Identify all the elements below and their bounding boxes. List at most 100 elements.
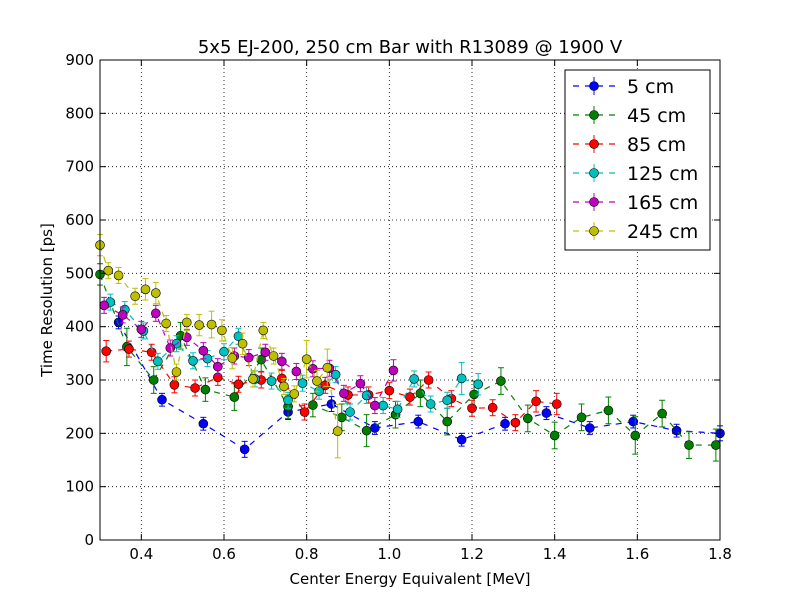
legend-label: 45 cm [627, 105, 686, 127]
plot-frame [99, 59, 721, 541]
data-point [409, 374, 419, 384]
data-point [157, 394, 167, 405]
legend-item: 245 cm [573, 221, 698, 243]
data-point [339, 388, 349, 399]
data-point [103, 265, 114, 276]
data-point [297, 378, 308, 389]
y-tick-label: 900 [65, 51, 94, 69]
data-point [392, 404, 403, 415]
data-point [268, 351, 279, 361]
legend-label: 85 cm [627, 134, 686, 156]
data-point [442, 395, 453, 406]
data-point [657, 408, 667, 419]
data-point [684, 440, 694, 450]
data-point [171, 367, 182, 377]
legend-marker [589, 81, 599, 91]
data-point [153, 356, 163, 367]
data-point [169, 379, 180, 390]
x-tick-label: 1.8 [708, 545, 732, 563]
data-point [194, 320, 204, 330]
y-tick-label: 400 [65, 318, 94, 336]
data-point [266, 376, 277, 386]
data-point [531, 396, 541, 407]
x-axis-label: Center Energy Equivalent [MeV] [290, 570, 531, 588]
legend-item: 125 cm [573, 163, 698, 185]
y-tick-label: 100 [65, 478, 94, 496]
series-line [106, 348, 557, 424]
data-point [190, 383, 200, 393]
chart-title: 5x5 EJ-200, 250 cm Bar with R13089 @ 190… [198, 37, 623, 58]
data-point [117, 310, 128, 320]
data-point [467, 403, 477, 414]
x-axis-ticks: 0.4 0.6 0.8 1.0 1.2 1.4 1.6 1.8 [129, 60, 732, 563]
data-point [711, 440, 721, 450]
data-point [332, 426, 343, 437]
data-point [279, 381, 289, 392]
data-point [136, 324, 147, 335]
data-point [576, 412, 587, 423]
data-point [148, 375, 159, 385]
data-point [378, 400, 388, 411]
data-point [314, 386, 324, 397]
data-point [308, 400, 318, 410]
series-line [118, 322, 721, 451]
data-point [165, 343, 176, 353]
y-axis-label: Time Resolution [ps] [38, 223, 56, 378]
y-tick-label: 200 [65, 424, 94, 442]
data-point [101, 346, 111, 357]
legend-marker [589, 226, 599, 236]
data-point [301, 354, 312, 365]
data-point [442, 416, 453, 427]
x-tick-label: 1.2 [460, 545, 484, 563]
series-45-cm [95, 263, 721, 462]
x-tick-label: 0.8 [295, 545, 319, 563]
data-point [291, 366, 302, 377]
data-point [289, 389, 300, 399]
data-point [113, 270, 124, 281]
data-point [161, 318, 171, 329]
y-tick-label: 600 [65, 211, 94, 229]
y-tick-label: 700 [65, 158, 94, 176]
data-point [551, 399, 562, 409]
legend-item: 85 cm [573, 134, 686, 156]
data-point [206, 319, 217, 330]
data-point [237, 338, 248, 349]
y-tick-label: 0 [84, 531, 94, 549]
data-point [469, 389, 479, 400]
data-point [456, 373, 467, 384]
legend-marker [589, 139, 599, 149]
data-point [312, 376, 322, 386]
x-tick-label: 0.4 [129, 545, 153, 563]
data-point [198, 345, 209, 356]
data-point [124, 344, 134, 354]
y-tick-label: 800 [65, 104, 94, 122]
data-point [361, 390, 372, 401]
legend-item: 45 cm [573, 105, 686, 127]
data-point [198, 418, 209, 429]
data-point [425, 399, 436, 409]
data-point [233, 379, 244, 390]
legend: 5 cm 45 cm 85 cm 125 cm 165 cm 245 cm [564, 69, 711, 251]
data-point [151, 308, 161, 319]
series-line [99, 274, 716, 446]
data-point [260, 347, 271, 358]
x-tick-label: 1.0 [377, 545, 401, 563]
legend-label: 5 cm [627, 76, 674, 98]
data-point [496, 376, 506, 386]
data-point [258, 325, 269, 336]
data-point [345, 407, 355, 417]
data-point [239, 444, 250, 455]
x-tick-label: 1.4 [543, 545, 567, 563]
data-point [283, 395, 293, 406]
legend-item: 5 cm [573, 76, 674, 98]
data-point [213, 361, 223, 372]
data-point [248, 374, 258, 384]
data-point [603, 405, 614, 416]
data-point [227, 353, 238, 363]
series-165-cm [99, 296, 399, 415]
data-point [510, 417, 521, 428]
data-point [99, 300, 109, 311]
data-point [584, 423, 595, 433]
data-point [299, 407, 310, 417]
data-point [405, 392, 415, 402]
